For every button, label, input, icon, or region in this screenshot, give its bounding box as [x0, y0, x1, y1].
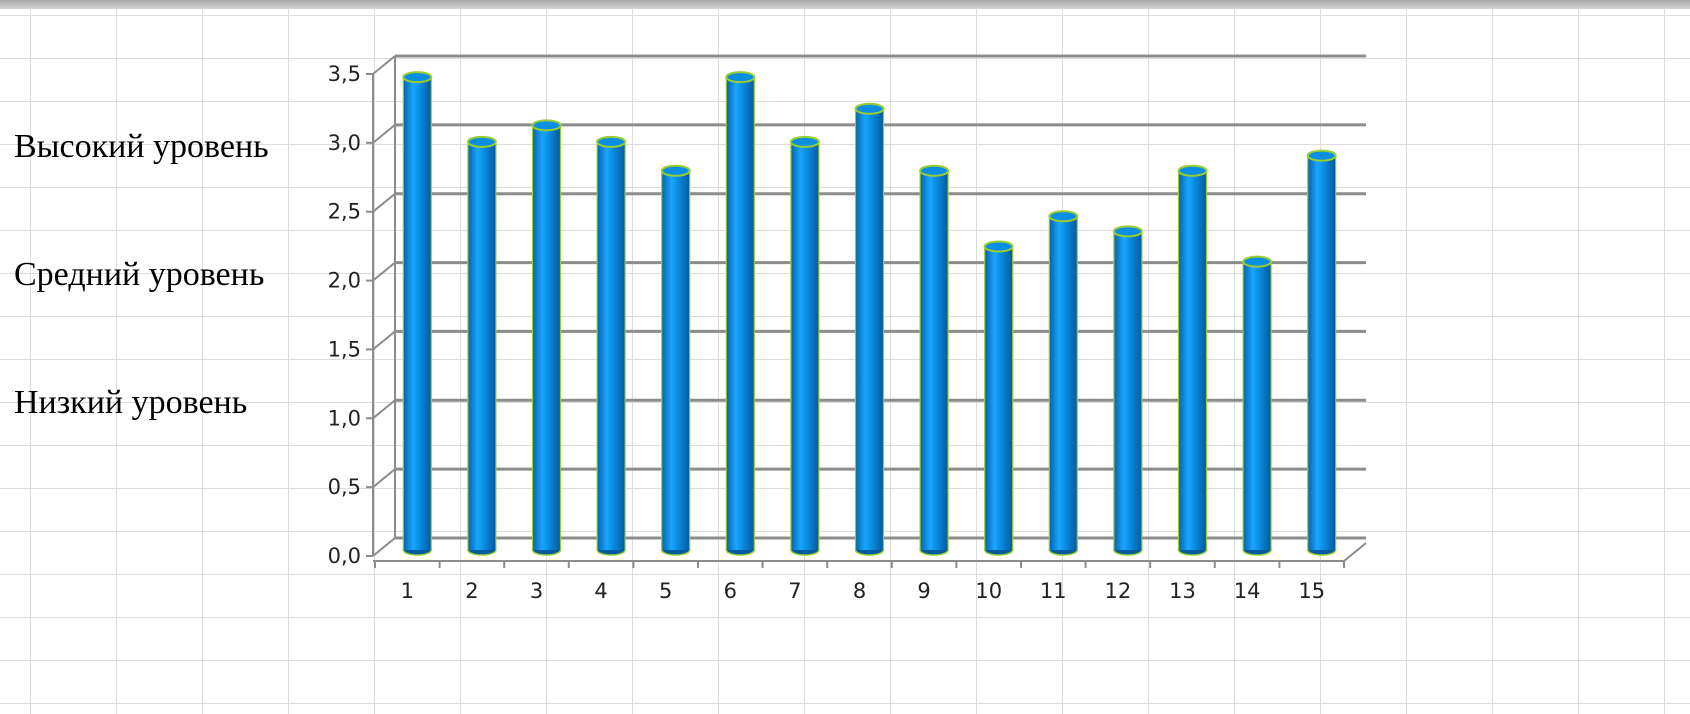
bar-top [789, 135, 820, 148]
bar-body [467, 141, 496, 550]
y-tick-label: 1,0 [328, 406, 361, 430]
gridline-side [372, 330, 396, 351]
bar[interactable] [531, 119, 562, 556]
bar[interactable] [596, 135, 627, 556]
bar-layer [402, 71, 1337, 556]
bar-top [1306, 149, 1337, 162]
bar[interactable] [1306, 149, 1337, 556]
bar-body [790, 141, 819, 550]
bar[interactable] [466, 135, 497, 556]
bar-body [403, 77, 432, 550]
bar-body [1113, 231, 1142, 550]
bar-body [1243, 261, 1272, 550]
gridline-side [372, 399, 396, 420]
bar[interactable] [1177, 164, 1208, 556]
bar[interactable] [1242, 255, 1273, 556]
bar-body [920, 170, 949, 550]
bar-top [1177, 164, 1208, 177]
x-tick-label: 12 [1105, 579, 1132, 603]
bar[interactable] [725, 71, 756, 556]
bar-top [402, 71, 433, 84]
bar-top [1048, 210, 1079, 223]
x-tick-label: 8 [853, 579, 866, 603]
bar[interactable] [983, 240, 1014, 556]
bar[interactable] [919, 164, 950, 556]
bar-body [661, 170, 690, 550]
y-tick-label: 1,5 [328, 337, 361, 361]
bar-top [1242, 255, 1273, 268]
axis-layer [366, 56, 1367, 568]
bar-top [596, 135, 627, 148]
bar-body [726, 77, 755, 550]
y-tick-label: 2,5 [328, 200, 361, 224]
x-tick-label: 3 [530, 579, 543, 603]
x-tick-label: 2 [465, 579, 478, 603]
bar[interactable] [660, 164, 691, 556]
x-tick-label: 7 [788, 579, 801, 603]
bar-body [855, 108, 884, 550]
x-tick-label: 15 [1298, 579, 1325, 603]
y-tick-label: 0,5 [328, 475, 361, 499]
bar[interactable] [789, 135, 820, 556]
x-tick-label: 5 [659, 579, 672, 603]
bar-body [1049, 216, 1078, 551]
bar-top [725, 71, 756, 84]
gridline-side [372, 192, 396, 213]
gridline-side [372, 468, 396, 488]
bar-body [1307, 155, 1336, 550]
bar-body [1178, 170, 1207, 550]
bar-top [983, 240, 1014, 253]
label-medium-level: Средний уровень [14, 256, 265, 293]
x-tick-label: 11 [1040, 579, 1067, 603]
bar-top [919, 164, 950, 177]
x-axis-side [1343, 542, 1367, 562]
y-tick-label: 2,0 [328, 269, 361, 293]
y-tick-label: 0,0 [328, 544, 361, 568]
bar-body [532, 125, 561, 551]
gridline-side [372, 261, 396, 282]
gridline-side [372, 124, 396, 144]
x-tick-label: 9 [917, 579, 930, 603]
bar-top [854, 102, 885, 115]
bar-top [1112, 225, 1143, 238]
bar[interactable] [1048, 210, 1079, 556]
x-tick-label: 13 [1169, 579, 1196, 603]
y-tick-label: 3,5 [328, 62, 361, 86]
label-layer: 0,00,51,01,52,02,53,03,51 2 3 4 5 6 7 8 9 10 11 12 1… [328, 62, 1325, 603]
x-tick-label: 6 [724, 579, 737, 603]
x-tick-label: 1 [401, 579, 414, 603]
x-tick-label: 4 [594, 579, 607, 603]
spreadsheet-grid [0, 9, 1690, 714]
y-tick-label: 3,0 [328, 131, 361, 155]
label-low-level: Низкий уровень [14, 384, 248, 421]
label-high-level: Высокий уровень [14, 128, 269, 165]
x-tick-label: 10 [975, 579, 1002, 603]
gridline-side [372, 55, 396, 75]
gridline-side [372, 537, 396, 557]
x-tick-label: 14 [1234, 579, 1261, 603]
bar-top [531, 119, 562, 132]
bar-top [466, 135, 497, 148]
bar-top [660, 164, 691, 177]
bar[interactable] [402, 71, 433, 556]
bar[interactable] [854, 102, 885, 556]
bar-body [984, 246, 1013, 550]
bar[interactable] [1112, 225, 1143, 556]
window-top-bar [0, 0, 1690, 9]
bar-body [597, 141, 626, 550]
